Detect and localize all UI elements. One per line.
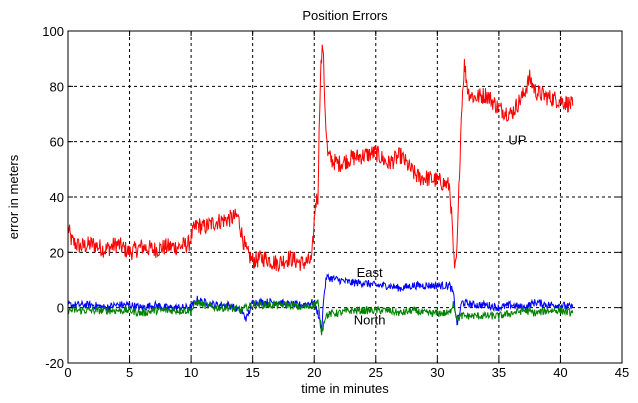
x-tick-label: 0	[64, 365, 71, 380]
x-tick-label: 25	[369, 365, 383, 380]
y-tick-label: 20	[50, 245, 64, 260]
chart-title: Position Errors	[302, 8, 388, 23]
y-tick-label: 80	[50, 79, 64, 94]
x-tick-label: 20	[307, 365, 321, 380]
y-tick-label: 60	[50, 135, 64, 150]
x-tick-label: 40	[553, 365, 567, 380]
annotation-north: North	[354, 312, 386, 327]
x-tick-label: 10	[184, 365, 198, 380]
x-tick-label: 15	[245, 365, 259, 380]
annotations-group: UP East North	[354, 132, 527, 327]
annotation-up: UP	[508, 132, 526, 147]
y-tick-label: 40	[50, 190, 64, 205]
series-line-up	[67, 44, 574, 272]
y-tick-label: -20	[45, 356, 64, 371]
x-tick-label: 45	[615, 365, 629, 380]
y-tick-label: 0	[57, 301, 64, 316]
x-tick-label: 5	[126, 365, 133, 380]
y-axis-label: error in meters	[6, 154, 21, 239]
annotation-east: East	[357, 265, 383, 280]
series-line-north	[67, 299, 574, 336]
series-line-east	[67, 272, 574, 334]
x-tick-label: 30	[430, 365, 444, 380]
series-group	[67, 44, 574, 336]
ticks-group	[67, 30, 623, 364]
y-tick-label: 100	[42, 24, 64, 39]
x-tick-label: 35	[492, 365, 506, 380]
x-axis-label: time in minutes	[301, 381, 389, 396]
